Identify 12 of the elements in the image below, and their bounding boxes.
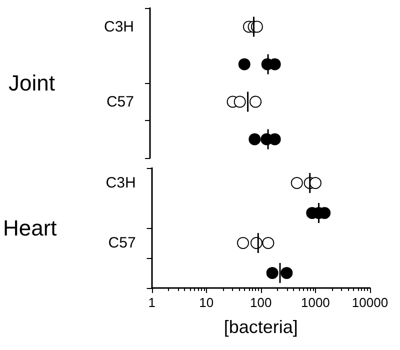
y-tick-label: C57 [108, 234, 136, 252]
y-tick-label: C57 [106, 93, 134, 110]
x-tick-label: 10000 [352, 295, 388, 310]
x-tick-label: 100 [250, 295, 272, 310]
x-tick-label: 1000 [300, 295, 330, 310]
y-axis-title: Joint [8, 70, 55, 96]
y-tick-label: C3H [104, 18, 134, 36]
x-axis-title: [bacteria] [224, 317, 298, 337]
y-axis-title: Heart [3, 216, 57, 240]
y-tick-label: C3H [106, 174, 136, 192]
x-tick-label: 10 [199, 295, 214, 310]
x-tick-label: 1 [148, 295, 156, 310]
